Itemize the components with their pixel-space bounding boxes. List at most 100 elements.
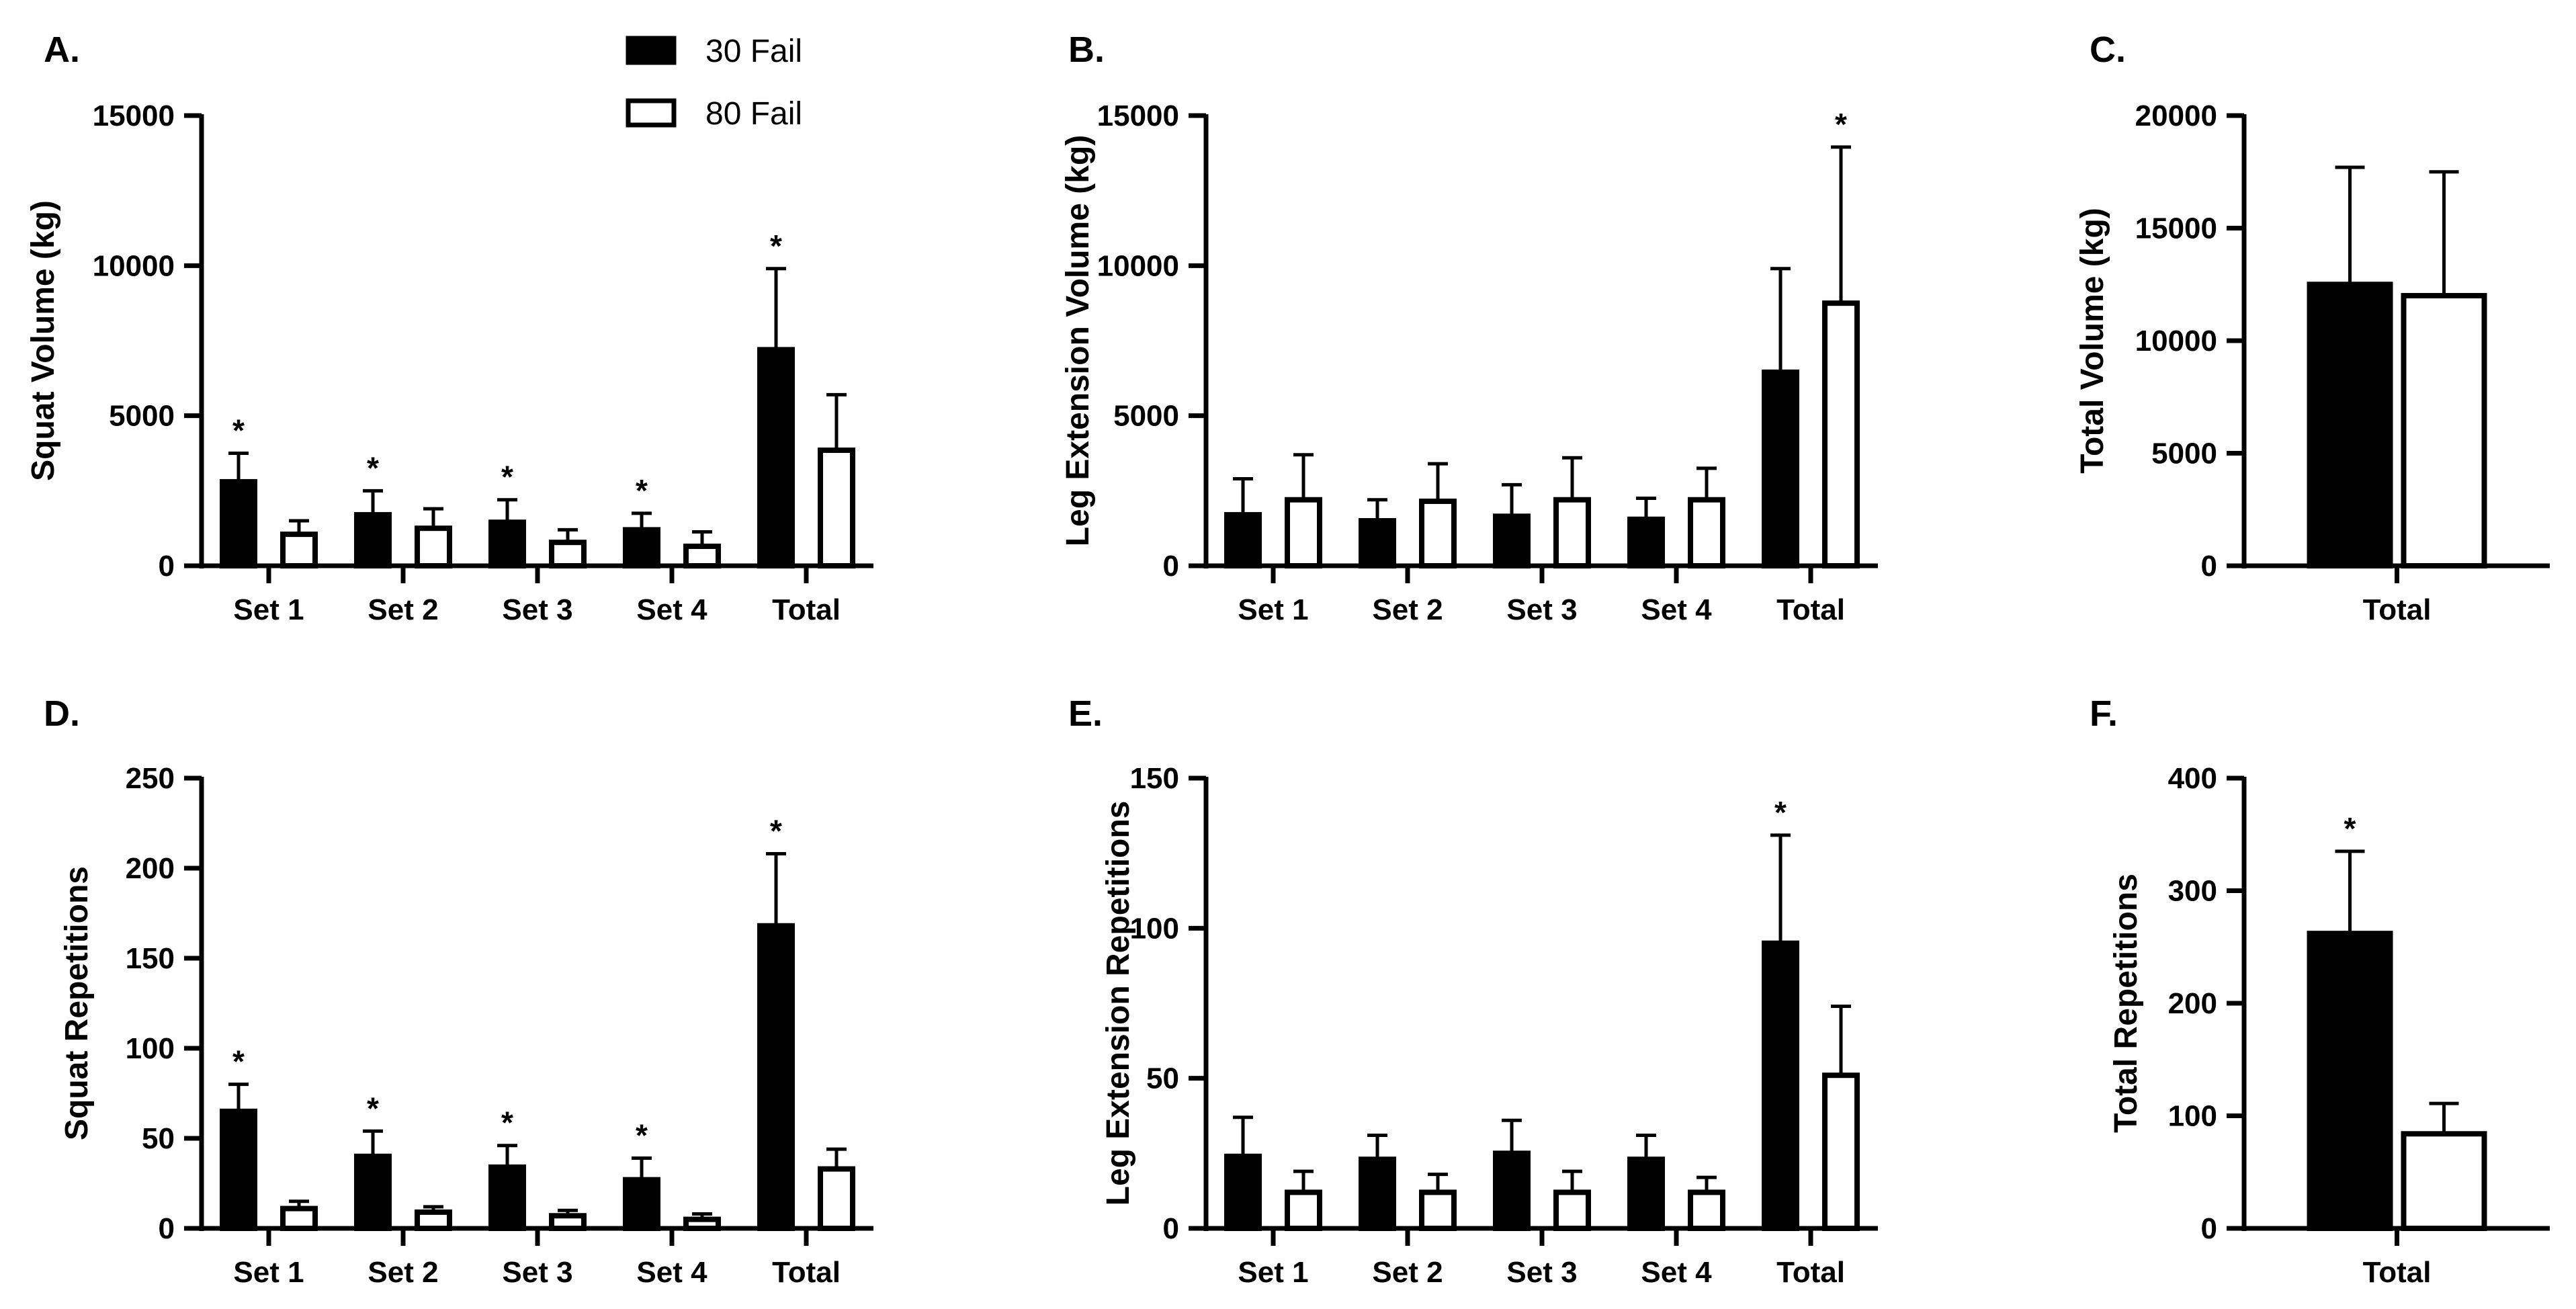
y-tick-label: 0 [159,550,175,583]
y-tick-label: 0 [1163,1212,1179,1245]
significance-star: * [367,1091,379,1126]
significance-star: * [2344,811,2356,846]
bar-30-fail-set-2 [354,1153,392,1232]
significance-star: * [367,450,379,485]
y-axis-title: Squat Volume (kg) [26,200,61,481]
y-tick-label: 100 [2168,1100,2217,1133]
bar-80-fail-total [2401,293,2487,568]
y-tick-label: 0 [159,1212,175,1245]
panel-c: C. 0 5000 10000 15000 20000 Total Volume (kg) T… [2075,30,2550,626]
bar-80-fail-set-3 [1553,1189,1591,1232]
significance-star: * [1835,107,1847,142]
x-tick-label-set-3: Set 3 [1506,593,1577,626]
x-tick-label-set-2: Set 2 [1372,593,1443,626]
bar-30-fail-set-4 [623,1177,660,1232]
x-tick-label-set-3: Set 3 [502,1256,572,1289]
y-tick-label: 0 [2201,550,2217,583]
bar-30-fail-set-3 [488,1164,526,1232]
y-tick-label: 50 [1146,1062,1179,1095]
x-tick-label-set-4: Set 4 [1641,593,1712,626]
y-tick-label: 15000 [1097,99,1179,132]
bar-80-fail-set-1 [1285,1189,1322,1232]
y-axis-title: Leg Extension Volume (kg) [1060,135,1096,547]
bar-30-fail-set-2 [354,512,392,568]
legend-entry-30-fail: 30 Fail [626,34,802,69]
y-axis-title: Squat Repetitions [59,866,95,1140]
y-tick-label: 10000 [2135,325,2217,357]
x-tick-label-set-1: Set 1 [233,593,304,626]
bar-30-fail-set-3 [488,519,526,569]
y-tick-label: 5000 [1113,400,1179,433]
bar-30-fail-set-3 [1493,513,1531,568]
significance-star: * [501,460,513,495]
bar-30-fail-set-1 [220,1108,257,1232]
bar-80-fail-set-4 [1688,497,1725,569]
x-tick-label-set-2: Set 2 [1372,1256,1443,1289]
bar-80-fail-set-2 [415,1209,452,1232]
legend-label-30-fail: 30 Fail [705,34,802,69]
y-tick-label: 15000 [93,99,175,132]
bar-80-fail-set-3 [549,1213,587,1231]
x-tick-label-set-3: Set 3 [502,593,572,626]
legend-swatch-30-fail [626,36,677,65]
bar-30-fail-set-1 [1224,1153,1262,1232]
bar-30-fail-set-1 [220,478,257,569]
significance-star: * [770,228,782,263]
bar-80-fail-set-2 [1419,498,1457,569]
y-tick-label: 200 [126,852,175,885]
panel-label-d: D. [44,693,80,734]
panel-label-f: F. [2090,693,2118,734]
y-tick-label: 10000 [93,249,175,282]
y-tick-label: 5000 [2151,437,2217,470]
panel-label-b: B. [1068,30,1105,70]
x-tick-label-set-3: Set 3 [1506,1256,1577,1289]
x-tick-label-set-1: Set 1 [1238,593,1308,626]
x-tick-label-set-2: Set 2 [368,1256,438,1289]
bar-80-fail-set-4 [1688,1189,1725,1232]
panel-label-a: A. [44,30,80,70]
x-tick-label-set-2: Set 2 [368,593,438,626]
bar-30-fail-set-4 [1627,516,1665,568]
panel-f: F. 0 100 200 300 400 Total Repetitions Total * [2090,693,2550,1289]
legend-label-80-fail: 80 Fail [705,96,802,132]
panel-e: E. 0 50 100 150 Leg Extension Repetitions Set … [1068,693,1878,1289]
x-tick-label-total: Total [1776,1256,1845,1289]
x-tick-label-total: Total [2363,593,2432,626]
legend: 30 Fail 80 Fail [626,34,802,132]
y-tick-label: 100 [1130,912,1179,945]
y-tick-label: 50 [142,1122,175,1155]
bar-80-fail-total [818,1166,855,1232]
bar-30-fail-total [2307,931,2393,1232]
significance-star: * [1774,795,1787,830]
x-tick-label-set-4: Set 4 [636,593,707,626]
bar-30-fail-set-2 [1359,1156,1396,1232]
y-axis-title: Leg Extension Repetitions [1101,801,1136,1206]
bar-80-fail-set-3 [549,540,587,568]
bar-30-fail-total [2307,282,2393,568]
x-tick-label-total: Total [772,593,841,626]
y-tick-label: 15000 [2135,212,2217,245]
significance-star: * [770,814,782,849]
y-tick-label: 150 [1130,762,1179,795]
bar-80-fail-set-2 [415,525,452,569]
bar-80-fail-set-4 [683,543,721,569]
bar-30-fail-set-4 [623,527,660,569]
y-axis-title: Total Repetitions [2108,874,2144,1133]
x-tick-label-set-4: Set 4 [1641,1256,1712,1289]
y-tick-label: 20000 [2135,99,2217,132]
significance-star: * [232,1044,245,1079]
y-tick-label: 0 [2201,1212,2217,1245]
panel-d: D. 0 50 100 150 200 250 Squat Repetitions Set 1 S… [44,693,873,1289]
y-tick-label: 10000 [1097,249,1179,282]
y-tick-label: 100 [126,1032,175,1065]
y-tick-label: 300 [2168,875,2217,908]
x-tick-label-total: Total [1776,593,1845,626]
bar-80-fail-set-1 [280,532,318,568]
y-tick-label: 0 [1163,550,1179,583]
bar-80-fail-set-4 [683,1216,721,1231]
bar-30-fail-set-3 [1493,1150,1531,1232]
significance-star: * [636,473,648,508]
x-tick-label-total: Total [772,1256,841,1289]
